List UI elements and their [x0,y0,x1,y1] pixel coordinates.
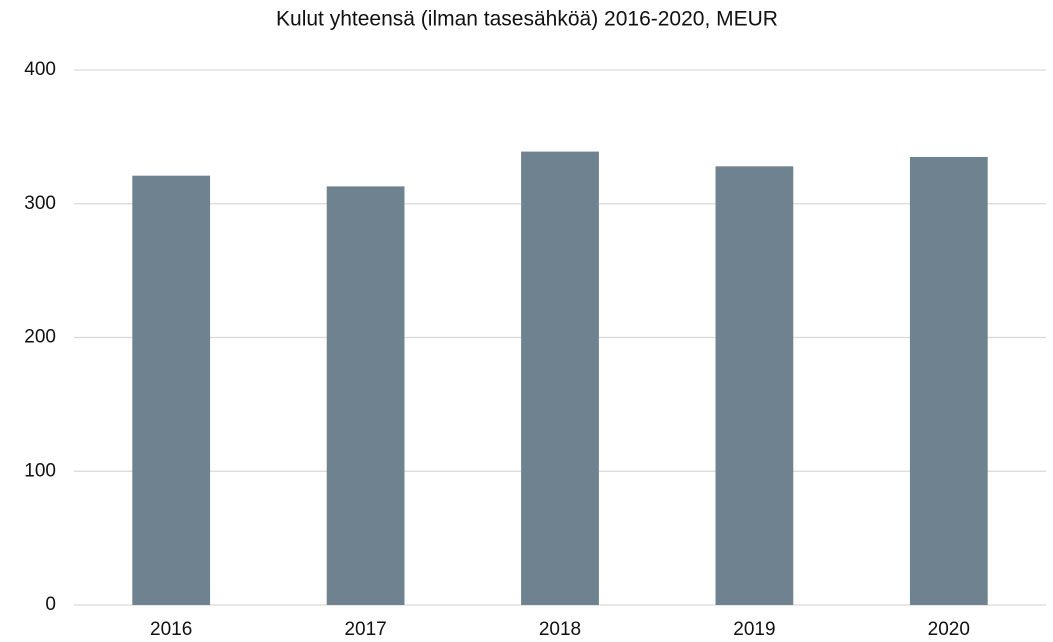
bar [326,186,405,606]
chart-title: Kulut yhteensä (ilman tasesähköä) 2016-2… [276,8,778,31]
bar [909,156,988,605]
bar [132,175,211,605]
bar [521,151,599,605]
x-tick-label: 2019 [733,619,775,640]
x-tick-label: 2020 [928,619,970,640]
y-tick-label: 400 [24,59,56,80]
y-tick-label: 200 [24,327,56,348]
x-tick-label: 2016 [150,619,192,640]
x-tick-label: 2017 [344,619,386,640]
x-tick-label: 2018 [539,619,581,640]
bar [715,166,794,606]
y-tick-label: 300 [24,193,56,214]
y-tick-label: 0 [45,594,56,615]
y-tick-label: 100 [24,460,56,481]
